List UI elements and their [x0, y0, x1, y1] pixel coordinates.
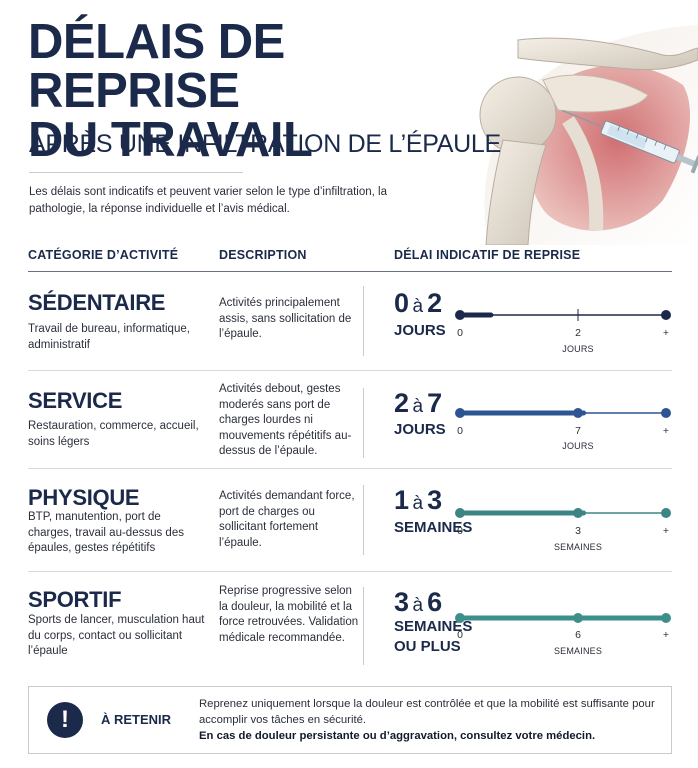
- delay-unit-line-1: JOURS: [394, 322, 446, 339]
- key-takeaway-body: Reprenez uniquement lorsque la douleur e…: [199, 698, 655, 726]
- scale-mid-label: 2: [575, 327, 581, 339]
- delay-to: 7: [427, 388, 442, 418]
- column-header-category: CATÉGORIE D’ACTIVITÉ: [28, 248, 179, 262]
- column-divider: [363, 485, 364, 555]
- delay-unit: JOURS: [394, 321, 446, 341]
- key-takeaway-label: À RETENIR: [101, 712, 172, 727]
- delay-to: 3: [427, 485, 442, 515]
- category-examples: Sports de lancer, musculation haut du co…: [28, 614, 205, 657]
- subtitle-divider: [29, 172, 243, 173]
- scale-unit-label: JOURS: [562, 441, 594, 451]
- title-line-1: DÉLAIS DE REPRISE: [28, 15, 285, 118]
- delay-scale-sedentaire: 0 2 + JOURS: [450, 307, 671, 357]
- scale-unit-label: SEMAINES: [553, 542, 603, 552]
- scale-end-label: +: [662, 425, 670, 437]
- delay-scale-service: 0 7 + JOURS: [450, 405, 671, 455]
- scale-unit-label: JOURS: [562, 344, 594, 354]
- table-row-sportif: SPORTIF Sports de lancer, musculation ha…: [28, 585, 672, 667]
- scale-start-label: 0: [457, 629, 463, 641]
- category-name: SPORTIF: [28, 587, 122, 612]
- category-examples: BTP, manutention, port de charges, trava…: [28, 511, 184, 554]
- row-divider: [28, 370, 672, 371]
- delay-unit-line-1: JOURS: [394, 421, 446, 438]
- key-takeaway-box: ! À RETENIR Reprenez uniquement lorsque …: [28, 686, 672, 754]
- delay-unit: JOURS: [394, 420, 446, 440]
- title-line-2: DU TRAVAIL: [28, 113, 313, 167]
- table-row-service: SERVICE Restauration, commerce, accueil,…: [28, 383, 672, 460]
- key-takeaway-text: Reprenez uniquement lorsque la douleur e…: [199, 696, 669, 744]
- category-name: PHYSIQUE: [28, 485, 140, 510]
- category-examples: Restauration, commerce, accueil, soins l…: [28, 420, 199, 448]
- delay-from: 0: [394, 288, 409, 318]
- table-row-physique: PHYSIQUE BTP, manutention, port de charg…: [28, 485, 672, 565]
- delay-unit-line-2: OU PLUS: [394, 638, 461, 655]
- delay-sep: à: [412, 595, 424, 616]
- row-description: Reprise progressive selon la douleur, la…: [219, 585, 359, 644]
- scale-unit-label: SEMAINES: [553, 646, 603, 656]
- delay-unit: SEMAINES OU PLUS: [394, 617, 472, 657]
- table-row-sedentaire: SÉDENTAIRE Travail de bureau, informatiq…: [28, 286, 672, 360]
- delay-unit: SEMAINES: [394, 518, 472, 538]
- exclamation-icon: !: [47, 702, 83, 738]
- column-divider: [363, 388, 364, 458]
- delay-from: 2: [394, 388, 409, 418]
- page-title: DÉLAIS DE REPRISE DU TRAVAIL: [28, 18, 498, 165]
- scale-mid-label: 3: [575, 525, 581, 537]
- intro-text: Les délais sont indicatifs et peuvent va…: [29, 186, 387, 215]
- delay-sep: à: [412, 296, 424, 317]
- column-divider: [363, 286, 364, 356]
- scale-start-label: 0: [457, 525, 463, 537]
- scale-start-label: 0: [457, 425, 463, 437]
- key-takeaway-warning: En cas de douleur persistante ou d’aggra…: [199, 730, 596, 742]
- header-divider: [28, 271, 672, 272]
- column-header-delay: DÉLAI INDICATIF DE REPRISE: [394, 248, 581, 262]
- row-divider: [28, 571, 672, 572]
- delay-unit-line-1: SEMAINES: [394, 519, 473, 536]
- delay-from: 1: [394, 485, 409, 515]
- column-divider: [363, 587, 364, 665]
- exclamation-glyph: !: [61, 706, 69, 733]
- delay-unit-line-1: SEMAINES: [394, 618, 473, 635]
- row-description: Activités demandant force, port de charg…: [219, 490, 355, 549]
- category-examples: Travail de bureau, informatique, adminis…: [28, 323, 190, 351]
- delay-sep: à: [412, 493, 424, 514]
- scale-mid-label: 6: [575, 629, 581, 641]
- scale-mid-label: 7: [575, 425, 581, 437]
- category-name: SÉDENTAIRE: [28, 290, 166, 315]
- scale-end-label: +: [662, 525, 670, 537]
- scale-end-label: +: [662, 327, 670, 339]
- delay-to: 2: [427, 288, 442, 318]
- delay-sep: à: [412, 396, 424, 417]
- column-header-description: DESCRIPTION: [219, 248, 307, 262]
- delay-from: 3: [394, 587, 409, 617]
- page-subtitle: APRÈS UNE INFILTRATION DE L’ÉPAULE: [29, 130, 501, 158]
- delay-scale-physique: 0 3 + SEMAINES: [450, 505, 671, 555]
- scale-start-label: 0: [457, 327, 463, 339]
- scale-end-label: +: [662, 629, 670, 641]
- delay-scale-sportif: 0 6 + SEMAINES: [450, 610, 671, 660]
- category-name: SERVICE: [28, 388, 123, 413]
- row-divider: [28, 468, 672, 469]
- shoulder-injection-illustration: [479, 25, 698, 245]
- row-description: Activités debout, gestes moderés sans po…: [219, 383, 352, 457]
- row-description: Activités principalement assis, sans sol…: [219, 297, 352, 340]
- delay-to: 6: [427, 587, 442, 617]
